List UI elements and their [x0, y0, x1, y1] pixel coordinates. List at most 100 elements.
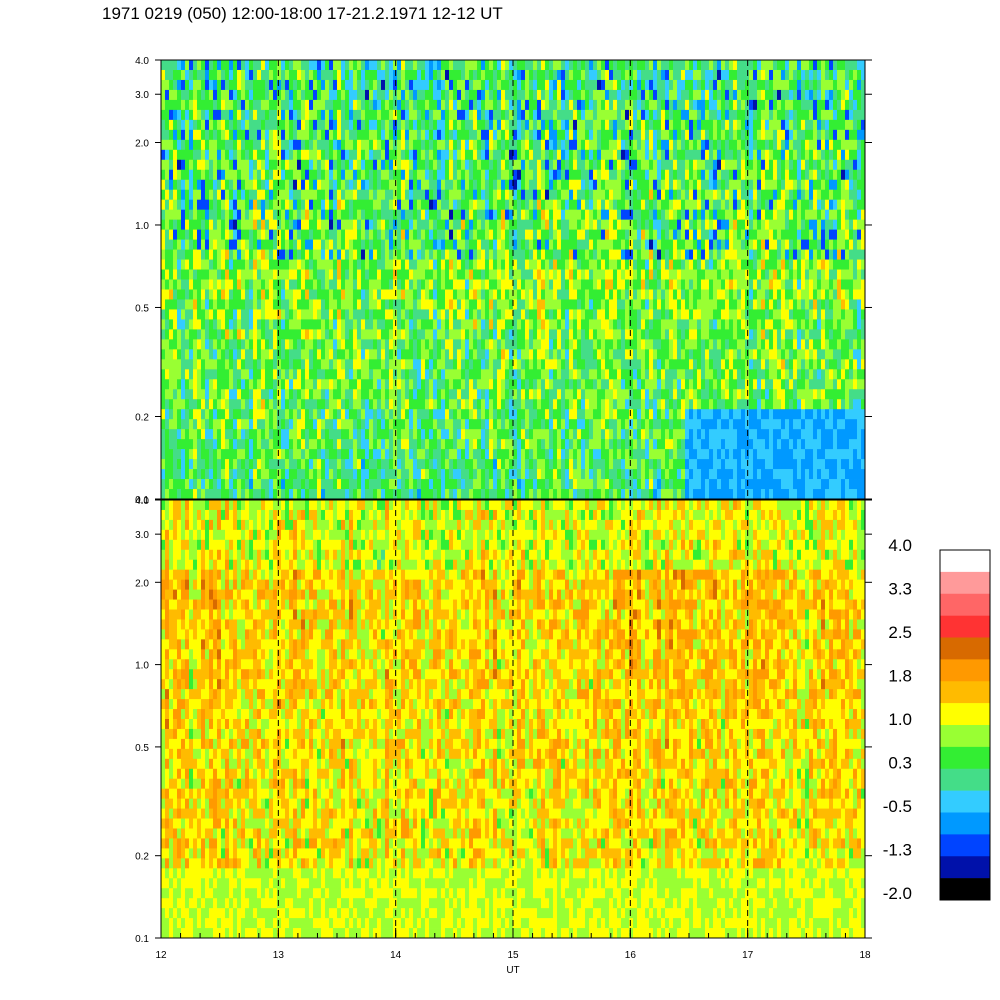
heatmap-cell [489, 399, 494, 410]
heatmap-cell [449, 279, 454, 290]
heatmap-cell [489, 459, 494, 470]
heatmap-cell [193, 229, 198, 240]
heatmap-cell [473, 349, 478, 360]
heatmap-cell [461, 109, 466, 121]
heatmap-cell [601, 399, 606, 410]
heatmap-cell [493, 159, 498, 171]
heatmap-cell [413, 149, 418, 161]
heatmap-cell [309, 349, 314, 360]
heatmap-cell [417, 349, 422, 360]
heatmap-cell [373, 129, 378, 141]
heatmap-cell [249, 389, 254, 400]
heatmap-cell [185, 279, 190, 290]
heatmap-cell [609, 359, 614, 370]
heatmap-cell [557, 99, 562, 111]
heatmap-cell [205, 149, 210, 161]
heatmap-cell [457, 79, 462, 91]
heatmap-cell [521, 409, 526, 420]
heatmap-cell [557, 159, 562, 171]
heatmap-cell [541, 269, 546, 280]
heatmap-cell [413, 379, 418, 390]
heatmap-cell [465, 259, 470, 270]
heatmap-cell [573, 359, 578, 370]
heatmap-cell [373, 199, 378, 211]
heatmap-cell [561, 89, 566, 101]
heatmap-cell [457, 219, 462, 231]
heatmap-cell [365, 60, 370, 71]
heatmap-cell [401, 399, 406, 410]
heatmap-cell [433, 109, 438, 121]
heatmap-cell [541, 379, 546, 390]
heatmap-cell [461, 149, 466, 161]
heatmap-cell [565, 219, 570, 231]
heatmap-cell [293, 419, 298, 430]
heatmap-cell [273, 119, 278, 131]
heatmap-cell [161, 209, 166, 221]
heatmap-cell [253, 349, 258, 360]
heatmap-cell [521, 399, 526, 410]
heatmap-cell [413, 389, 418, 400]
heatmap-cell [581, 329, 586, 340]
heatmap-cell [205, 379, 210, 390]
heatmap-cell [569, 209, 574, 221]
heatmap-cell [557, 309, 562, 320]
heatmap-cell [585, 339, 590, 350]
heatmap-cell [273, 89, 278, 101]
heatmap-cell [169, 109, 174, 121]
heatmap-cell [553, 69, 558, 81]
heatmap-cell [301, 349, 306, 360]
heatmap-cell [593, 379, 598, 390]
heatmap-cell [181, 259, 186, 270]
heatmap-cell [173, 429, 178, 440]
heatmap-cell [385, 449, 390, 460]
heatmap-cell [193, 309, 198, 320]
heatmap-cell [441, 309, 446, 320]
heatmap-cell [333, 119, 338, 131]
heatmap-cell [605, 259, 610, 270]
heatmap-cell [241, 179, 246, 191]
heatmap-cell [489, 139, 494, 151]
heatmap-cell [181, 389, 186, 400]
heatmap-cell [321, 359, 326, 370]
heatmap-cell [257, 329, 262, 340]
heatmap-cell [569, 159, 574, 171]
heatmap-cell [285, 459, 290, 470]
heatmap-cell [549, 349, 554, 360]
heatmap-cell [577, 60, 582, 71]
heatmap-cell [349, 329, 354, 340]
heatmap-cell [397, 109, 402, 121]
heatmap-cell [485, 229, 490, 240]
heatmap-cell [477, 199, 482, 211]
heatmap-cell [289, 409, 294, 420]
heatmap-cell [341, 389, 346, 400]
heatmap-cell [505, 239, 510, 250]
heatmap-cell [281, 459, 286, 470]
heatmap-cell [293, 309, 298, 320]
heatmap-cell [373, 89, 378, 101]
heatmap-cell [513, 449, 518, 460]
heatmap-cell [325, 99, 330, 111]
heatmap-cell [541, 89, 546, 101]
heatmap-cell [509, 149, 514, 161]
heatmap-cell [245, 229, 250, 240]
heatmap-cell [529, 179, 534, 191]
heatmap-cell [257, 159, 262, 171]
heatmap-cell [613, 209, 618, 221]
heatmap-cell [461, 169, 466, 181]
heatmap-cell [213, 139, 218, 151]
heatmap-cell [397, 409, 402, 420]
heatmap-cell [593, 109, 598, 121]
heatmap-cell [433, 149, 438, 161]
heatmap-cell [321, 319, 326, 330]
heatmap-cell [493, 329, 498, 340]
heatmap-cell [401, 179, 406, 191]
heatmap-cell [485, 439, 490, 450]
heatmap-cell [181, 119, 186, 131]
heatmap-cell [225, 219, 230, 231]
heatmap-cell [221, 179, 226, 191]
heatmap-cell [189, 319, 194, 330]
heatmap-cell [365, 349, 370, 360]
heatmap-cell [309, 249, 314, 260]
heatmap-cell [217, 249, 222, 260]
heatmap-cell [441, 289, 446, 300]
